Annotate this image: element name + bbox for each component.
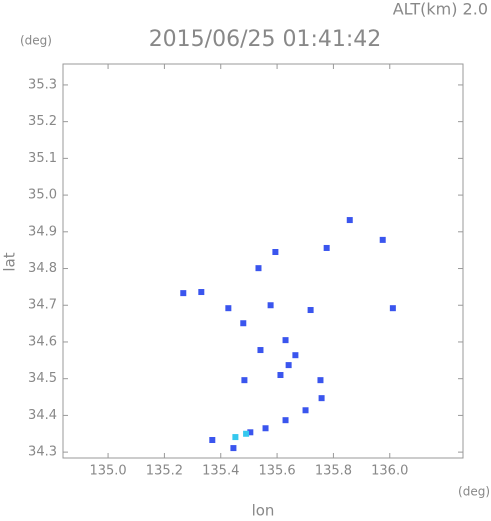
echo-point <box>318 395 325 402</box>
y-tick-label: 34.3 <box>28 445 57 460</box>
echo-point <box>379 236 386 243</box>
x-tick-label: 136.0 <box>371 464 408 479</box>
echo-point <box>198 289 205 296</box>
x-tick-label: 135.6 <box>258 464 295 479</box>
y-tick-label: 34.8 <box>28 261 57 276</box>
echo-point <box>241 377 248 384</box>
echo-point <box>285 362 292 369</box>
x-axis-label: lon <box>252 502 275 520</box>
echo-point <box>240 320 247 327</box>
x-tick-label: 135.2 <box>146 464 183 479</box>
echo-point <box>323 244 330 251</box>
y-tick-label: 35.0 <box>28 188 57 203</box>
echo-point <box>389 305 396 312</box>
echo-point <box>272 249 279 256</box>
x-tick-label: 135.4 <box>202 464 239 479</box>
echo-point <box>292 352 299 359</box>
echo-point <box>255 265 262 272</box>
echo-point <box>209 437 216 444</box>
echo-point <box>282 417 289 424</box>
echo-point <box>232 434 239 441</box>
y-tick-label: 34.7 <box>28 298 57 313</box>
x-tick-label: 135.0 <box>89 464 126 479</box>
y-tick-label: 34.5 <box>28 371 57 386</box>
y-tick-label: 35.1 <box>28 151 57 166</box>
echo-point <box>225 305 232 312</box>
x-tick-label: 135.8 <box>315 464 352 479</box>
echo-point <box>243 430 250 437</box>
x-unit: (deg) <box>458 485 490 499</box>
echo-point <box>230 445 237 452</box>
echo-point <box>247 429 254 436</box>
echo-point <box>317 377 324 384</box>
y-unit: (deg) <box>20 34 52 48</box>
echo-point <box>302 407 309 414</box>
y-tick-label: 35.2 <box>28 114 57 129</box>
echo-point <box>262 425 269 432</box>
echo-point <box>346 217 353 224</box>
echo-point <box>307 307 314 314</box>
y-axis-label: lat <box>1 252 19 271</box>
y-tick-label: 35.3 <box>28 77 57 92</box>
chart-title: 2015/06/25 01:41:42 <box>149 27 382 52</box>
echo-point <box>277 372 284 379</box>
y-tick-label: 34.9 <box>28 224 57 239</box>
y-tick-label: 34.6 <box>28 334 57 349</box>
echo-point <box>282 337 289 344</box>
echo-point <box>180 290 187 297</box>
altitude-label: ALT(km) 2.0 <box>393 0 488 19</box>
plot-frame <box>62 63 464 459</box>
echo-point <box>267 302 274 309</box>
y-tick-label: 34.4 <box>28 408 57 423</box>
echo-point <box>257 347 264 354</box>
